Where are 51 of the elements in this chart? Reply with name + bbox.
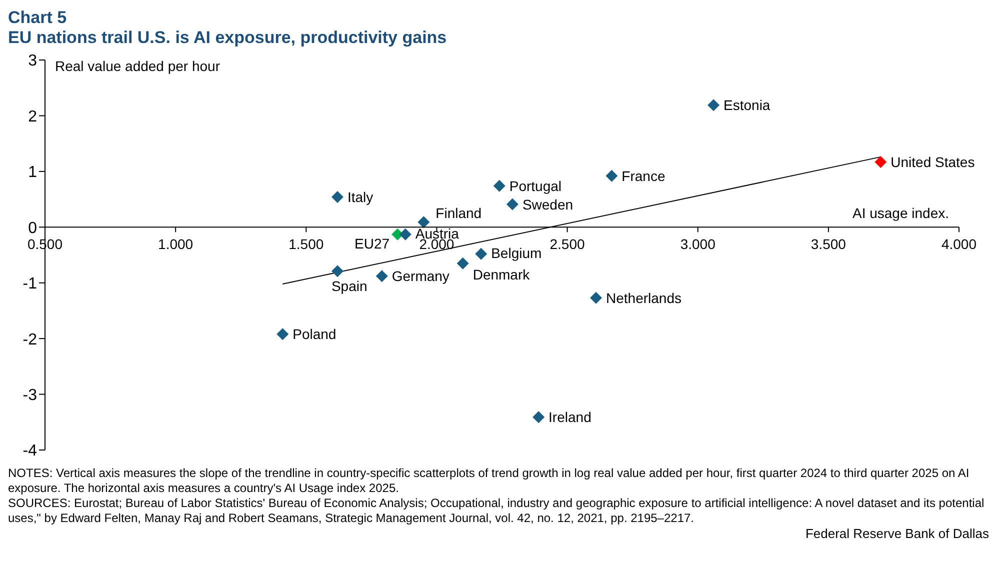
y-tick-label: -3 [22, 386, 38, 404]
x-tick-label: 4.000 [941, 236, 977, 252]
y-tick-label: 1 [28, 164, 38, 182]
series-label: Ireland [548, 409, 592, 426]
text: NOTES: Vertical axis measures the slope of the trendline in country-specific scatterplots of trend growth in log real value added per hour, first quarter 2024 to third quarter 2025 on AI exposure. The horizontal axis measures a country's AI Usage index 2025. [8, 466, 970, 496]
y-tick-label: 3 [28, 52, 38, 70]
series-label: Belgium [491, 244, 542, 261]
y-tick-label: -2 [22, 331, 38, 348]
series-label: Sweden [522, 196, 574, 212]
text: Federal Reserve Bank of Dallas [804, 526, 989, 541]
series-label: Italy [347, 189, 374, 206]
y-tick-label: 0 [28, 220, 38, 237]
point [376, 270, 388, 282]
series-label: Netherlands [606, 290, 682, 306]
chart-subtitle: EU nations trail U.S. is AI exposure, productivity gains [8, 28, 448, 48]
point [590, 292, 602, 304]
series-label: United States [890, 154, 975, 170]
series-label: Spain [331, 278, 368, 294]
point [506, 198, 518, 210]
y-axis-title: Real value added per hour [55, 58, 220, 74]
x-tick-label: 3.000 [680, 236, 716, 252]
point [331, 265, 344, 278]
y-tick-label: 2 [28, 108, 38, 126]
x-axis-title: AI usage index. [852, 205, 949, 222]
point [331, 191, 344, 204]
point [874, 156, 887, 168]
series-label: EU27 [354, 235, 390, 252]
series-label: France [622, 168, 666, 184]
series-label: Germany [392, 268, 450, 284]
series-label: Portugal [509, 178, 562, 194]
series-label: Poland [292, 326, 336, 342]
point [418, 216, 430, 228]
chart-title: Chart 5 [8, 8, 68, 28]
y-tick-label: -4 [22, 442, 38, 460]
point [532, 411, 545, 424]
y-tick-label: -1 [22, 276, 38, 293]
x-tick-label: 2.500 [550, 236, 586, 252]
source-note: SOURCES: Eurostat; Bureau of Labor Statistics' Bureau of Economic Analysis; Occupational, industry and geographic exposure to artificial intelligence: A novel dataset and its potential uses," by Edward Felten, Manay Raj and Robert Seamans, Strategic Management Journal, vol. 42, no. 12, 2021, pp. 2195–2217. [8, 496, 986, 526]
series-label: Estonia [724, 97, 770, 114]
x-tick-label: 1.000 [158, 236, 194, 252]
point [493, 180, 506, 192]
x-tick-label: 1.500 [288, 236, 324, 252]
point [475, 248, 488, 260]
x-tick-label: 3.500 [810, 236, 846, 252]
point [456, 257, 469, 270]
point [606, 170, 618, 182]
series-label: Finland [436, 205, 482, 222]
point [276, 328, 289, 340]
series-label: Denmark [472, 266, 531, 282]
point [399, 228, 412, 240]
point [708, 99, 720, 112]
